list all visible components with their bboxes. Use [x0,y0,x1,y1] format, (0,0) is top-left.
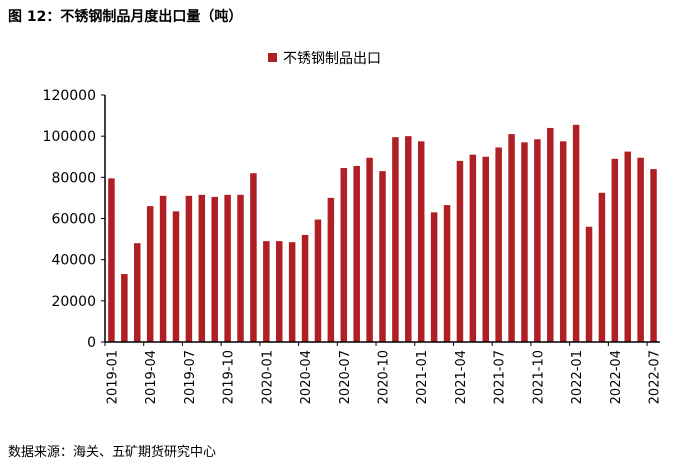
bar [366,157,373,342]
bar [198,194,206,342]
bar [121,274,128,342]
bar [572,124,580,343]
bar [301,234,309,342]
bar [482,156,490,342]
bar [637,157,644,342]
bar [598,192,606,342]
y-tick-label: 100000 [43,129,96,145]
legend-swatch [268,53,277,62]
bar [456,160,464,342]
bar [108,178,115,342]
bar [650,169,657,342]
bar [430,212,438,342]
x-tick-label: 2022-04 [609,350,624,404]
x-tick-label: 2022-07 [648,350,663,404]
bar [224,194,231,342]
bar [263,241,270,342]
bar [534,139,541,342]
bar [250,173,257,342]
bar [314,219,322,342]
bar [211,196,218,342]
x-tick-label: 2021-10 [531,350,546,404]
x-tick-label: 2020-01 [260,350,275,404]
x-tick-label: 2020-10 [377,350,392,404]
x-tick-label: 2020-07 [338,350,353,404]
bar [585,226,593,342]
bar [327,197,335,342]
source-note: 数据来源：海关、五矿期货研究中心 [8,445,217,460]
x-tick-label: 2021-04 [454,350,469,404]
x-tick-label: 2019-01 [105,350,120,404]
x-tick-label: 2019-10 [222,350,237,404]
y-tick-label: 0 [87,335,96,351]
y-tick-label: 120000 [43,88,96,104]
bar [185,195,193,342]
y-tick-label: 40000 [51,253,96,269]
bar [288,242,296,342]
bar-chart: 不锈钢制品出口 0 20000 40000 60000 80000 100000 120000… [43,51,663,404]
bar [521,142,528,342]
bar [275,241,283,342]
bar [134,243,141,342]
bar [392,137,399,342]
bar [417,141,425,342]
figure-title: 图 12：不锈钢制品月度出口量（吨） [8,9,243,25]
y-tick-label: 60000 [51,212,96,228]
bar [495,147,502,342]
bar [159,195,167,342]
y-tick-label: 20000 [51,294,96,310]
x-tick-label: 2021-01 [415,350,430,404]
bar [469,154,477,342]
bar [379,171,386,342]
bar [340,168,348,342]
x-tick-label: 2019-04 [144,350,159,404]
bar [353,166,360,342]
x-tick-label: 2020-04 [299,350,314,404]
bar [405,136,412,342]
x-tick-label: 2021-07 [493,350,508,404]
bar [508,134,515,342]
legend-label: 不锈钢制品出口 [283,51,381,67]
x-tick-label: 2019-07 [183,350,198,404]
bar [172,211,180,342]
bar [624,151,631,342]
bar [443,205,451,342]
x-tick-label: 2022-01 [570,350,585,404]
y-tick-label: 80000 [51,170,96,186]
bar [146,206,154,342]
bar [559,141,567,342]
bar [611,158,619,342]
bar [237,194,244,342]
bar [547,127,554,342]
